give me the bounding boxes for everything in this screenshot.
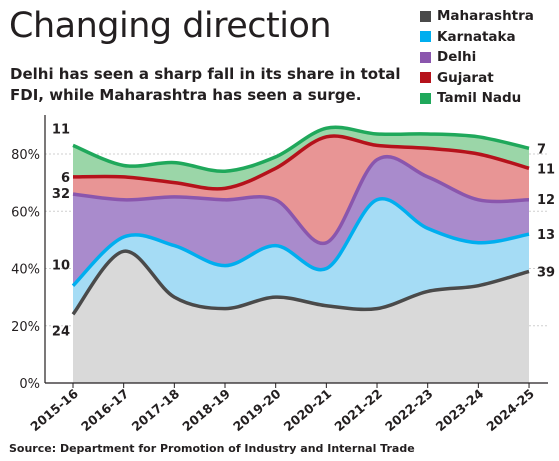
- y-tick-label: 20%: [11, 320, 40, 335]
- data-labels: 24 39 10 13 32 12 6 11 11 7: [52, 122, 555, 339]
- chart-title: Changing direction: [9, 6, 332, 46]
- x-tick-label: 2018-19: [179, 386, 233, 434]
- y-tick-label: 60%: [11, 205, 40, 220]
- x-tick-label: 2019-20: [230, 386, 284, 435]
- legend-swatch-maharashtra: [420, 10, 431, 22]
- legend-label-karnataka: Karnataka: [437, 28, 516, 45]
- data-label-start-maharashtra: 24: [52, 324, 70, 339]
- data-label-end-gujarat: 11: [537, 162, 555, 177]
- data-label-end-delhi: 12: [537, 193, 555, 208]
- legend-item-karnataka: Karnataka: [420, 27, 534, 48]
- area-maharashtra: [73, 251, 529, 383]
- y-tick-label: 40%: [11, 263, 40, 278]
- x-tick-label: 2021-22: [331, 386, 385, 434]
- legend-item-tamil-nadu: Tamil Nadu: [420, 88, 534, 109]
- legend-item-delhi: Delhi: [420, 47, 534, 68]
- line-karnataka: [71, 197, 530, 287]
- series-lines: [71, 125, 530, 316]
- y-tick-label: 80%: [11, 148, 40, 163]
- data-label-end-karnataka: 13: [537, 228, 555, 243]
- x-tick-label: 2017-18: [129, 386, 183, 434]
- x-tick-label: 2016-17: [78, 386, 132, 434]
- x-tick-label: 2022-23: [382, 386, 436, 434]
- legend-label-maharashtra: Maharashtra: [437, 8, 534, 25]
- legend-swatch-delhi: [420, 51, 431, 63]
- data-label-start-tamil-nadu: 11: [52, 122, 70, 137]
- x-tick-label: 2020-21: [281, 386, 335, 434]
- line-tamil-nadu: [72, 125, 530, 173]
- data-label-end-tamil-nadu: 7: [537, 142, 546, 157]
- legend: Maharashtra Karnataka Delhi Gujarat Tami…: [420, 6, 534, 109]
- data-label-start-gujarat: 6: [61, 171, 70, 186]
- chart-subtitle: Delhi has seen a sharp fall in its share…: [10, 65, 401, 104]
- source-note: Source: Department for Promotion of Indu…: [9, 442, 415, 455]
- legend-swatch-gujarat: [420, 72, 431, 84]
- legend-label-delhi: Delhi: [437, 49, 477, 66]
- x-tick-label: 2024-25: [483, 386, 537, 434]
- data-label-start-karnataka: 10: [52, 259, 70, 274]
- legend-swatch-karnataka: [420, 31, 431, 43]
- y-tick-label: 0%: [19, 377, 40, 392]
- line-gujarat: [72, 134, 530, 191]
- legend-item-gujarat: Gujarat: [420, 68, 534, 89]
- data-label-end-maharashtra: 39: [537, 265, 555, 280]
- line-maharashtra: [71, 249, 530, 316]
- legend-swatch-tamil-nadu: [420, 92, 431, 104]
- x-tick-label: 2023-24: [433, 386, 487, 435]
- legend-label-tamil-nadu: Tamil Nadu: [437, 90, 522, 107]
- data-label-start-delhi: 32: [52, 187, 70, 202]
- legend-item-maharashtra: Maharashtra: [420, 6, 534, 27]
- legend-label-gujarat: Gujarat: [437, 69, 494, 86]
- x-tick-label: 2015-16: [27, 386, 81, 435]
- line-delhi: [72, 154, 530, 246]
